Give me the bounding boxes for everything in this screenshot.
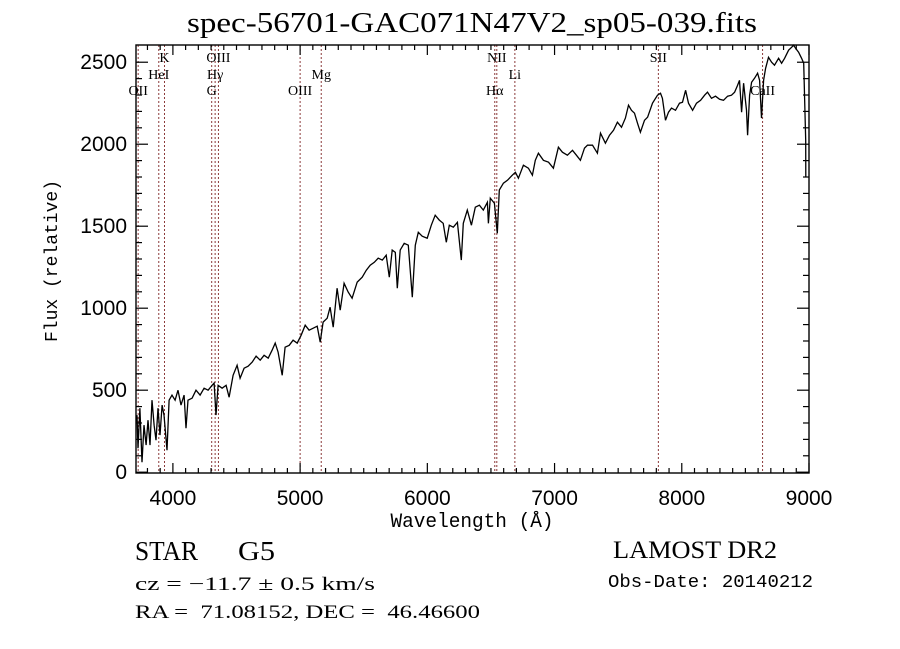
spectral-line-label: OIII xyxy=(206,51,230,66)
x-tick-label: 6000 xyxy=(404,487,451,510)
observation-date: Obs-Date: 20140212 xyxy=(608,573,813,593)
spectrum-series xyxy=(136,44,807,463)
y-tick-label: 500 xyxy=(92,379,127,402)
spectral-line-label: Hα xyxy=(486,84,504,99)
x-tick-label: 8000 xyxy=(658,487,705,510)
axis-ticks xyxy=(136,45,810,473)
spectral-line-label: K xyxy=(159,51,169,66)
spectral-line-label: CaII xyxy=(750,84,775,99)
spectral-line-label: OIII xyxy=(288,84,312,99)
coordinates-text: RA = 71.08152, DEC = 46.46600 xyxy=(135,602,480,623)
spectrum-line xyxy=(136,44,807,463)
y-tick-label: 2000 xyxy=(80,133,127,156)
spectral-line-label: G xyxy=(207,84,217,99)
x-tick-label: 7000 xyxy=(531,487,578,510)
x-tick-label: 9000 xyxy=(786,487,833,510)
spectral-line-label: SII xyxy=(650,51,667,66)
survey-name: LAMOST DR2 xyxy=(613,537,777,564)
y-axis-label: Flux (relative) xyxy=(43,180,63,342)
y-tick-label: 0 xyxy=(115,461,127,484)
object-subclass: G5 xyxy=(238,536,275,566)
x-tick-label: 5000 xyxy=(277,487,324,510)
spectral-line-label: HeI xyxy=(148,68,169,83)
spectral-line-label: Li xyxy=(509,68,522,83)
y-tick-label: 1000 xyxy=(80,297,127,320)
y-tick-label: 1500 xyxy=(80,215,127,238)
spectral-line-label: OII xyxy=(128,84,148,99)
spectral-line-label: Mg xyxy=(312,68,331,83)
axis-tick-labels: 4000 5000 6000 7000 8000 9000 0 500 1000 1500 2000… xyxy=(80,51,832,510)
spectral-line-label: NII xyxy=(487,51,507,66)
x-tick-label: 4000 xyxy=(150,487,197,510)
spectral-line-label: Hγ xyxy=(207,68,223,83)
y-tick-label: 2500 xyxy=(80,51,127,74)
chart-title: spec-56701-GAC071N47V2_sp05-039.fits xyxy=(187,8,757,39)
redshift-text: cz = −11.7 ± 0.5 km/s xyxy=(135,574,375,595)
object-class: STAR xyxy=(135,536,198,566)
x-axis-label: Wavelength (Å) xyxy=(391,511,554,534)
